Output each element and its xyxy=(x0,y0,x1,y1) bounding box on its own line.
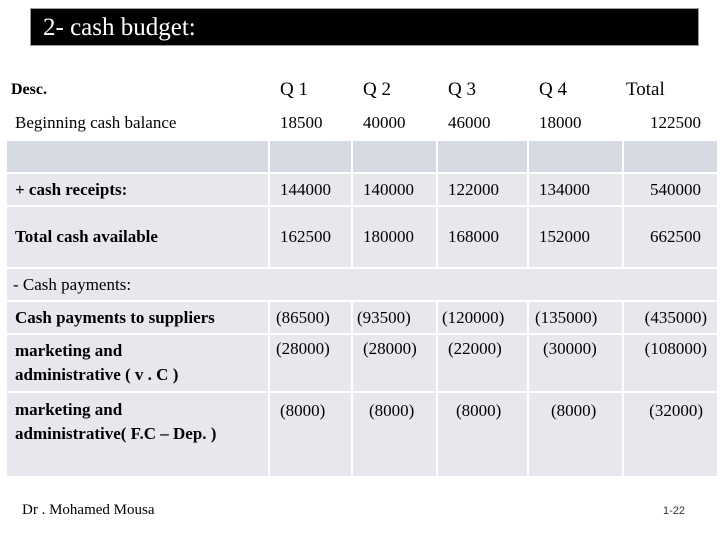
beginning-label: Beginning cash balance xyxy=(5,105,270,141)
receipts-total: 540000 xyxy=(622,172,719,207)
marketing-fc-q2: (8000) xyxy=(351,391,438,478)
payments-heading-row: - Cash payments: xyxy=(5,267,719,302)
marketing-fc-label-line2: administrative( F.C – Dep. ) xyxy=(15,424,217,443)
header-q1: Q 1 xyxy=(268,72,353,107)
marketing-vc-label-line1: marketing and xyxy=(15,341,123,360)
receipts-q3: 122000 xyxy=(436,172,529,207)
available-total: 662500 xyxy=(622,205,719,269)
beginning-q2: 40000 xyxy=(351,105,438,141)
header-total: Total xyxy=(622,72,719,107)
header-q4: Q 4 xyxy=(527,72,624,107)
suppliers-label: Cash payments to suppliers xyxy=(5,300,270,335)
receipts-q1: 144000 xyxy=(268,172,353,207)
slide-title-bar: 2- cash budget: xyxy=(30,8,699,46)
header-desc: Desc. xyxy=(5,72,270,107)
marketing-fc-q4: (8000) xyxy=(527,391,624,478)
cash-budget-table: Desc. Q 1 Q 2 Q 3 Q 4 Total Beginning ca… xyxy=(5,72,719,478)
receipts-label: + cash receipts: xyxy=(5,172,270,207)
marketing-fc-label-line1: marketing and xyxy=(15,400,123,419)
table-row-suppliers: Cash payments to suppliers (86500) (9350… xyxy=(5,300,719,335)
available-q4: 152000 xyxy=(527,205,624,269)
beginning-q4: 18000 xyxy=(527,105,624,141)
marketing-vc-q4: (30000) xyxy=(527,333,624,393)
table-row-marketing-fc: marketing and administrative( F.C – Dep.… xyxy=(5,391,719,478)
table-row-receipts: + cash receipts: 144000 140000 122000 13… xyxy=(5,172,719,207)
header-q2: Q 2 xyxy=(351,72,438,107)
header-q3: Q 3 xyxy=(436,72,529,107)
table-row-blank xyxy=(5,139,719,174)
suppliers-total: (435000) xyxy=(622,300,719,335)
marketing-vc-label: marketing and administrative ( v . C ) xyxy=(5,333,270,393)
footer-author: Dr . Mohamed Mousa xyxy=(22,502,155,518)
receipts-q4: 134000 xyxy=(527,172,624,207)
table-header-row: Desc. Q 1 Q 2 Q 3 Q 4 Total xyxy=(5,72,719,107)
marketing-vc-q1: (28000) xyxy=(268,333,353,393)
marketing-vc-total: (108000) xyxy=(622,333,719,393)
footer-page-number: 1-22 xyxy=(663,505,686,517)
beginning-q3: 46000 xyxy=(436,105,529,141)
available-q2: 180000 xyxy=(351,205,438,269)
marketing-fc-total: (32000) xyxy=(622,391,719,478)
marketing-fc-label: marketing and administrative( F.C – Dep.… xyxy=(5,391,270,478)
payments-heading: - Cash payments: xyxy=(5,267,719,302)
marketing-vc-q3: (22000) xyxy=(436,333,529,393)
table-row-available: Total cash available 162500 180000 16800… xyxy=(5,205,719,269)
available-q1: 162500 xyxy=(268,205,353,269)
marketing-vc-label-line2: administrative ( v . C ) xyxy=(15,365,179,384)
beginning-total: 122500 xyxy=(622,105,719,141)
slide-title: 2- cash budget: xyxy=(43,14,196,41)
table-row-beginning: Beginning cash balance 18500 40000 46000… xyxy=(5,105,719,141)
suppliers-q3: (120000) xyxy=(436,300,529,335)
marketing-fc-q3: (8000) xyxy=(436,391,529,478)
available-q3: 168000 xyxy=(436,205,529,269)
receipts-q2: 140000 xyxy=(351,172,438,207)
marketing-fc-q1: (8000) xyxy=(268,391,353,478)
suppliers-q2: (93500) xyxy=(351,300,438,335)
suppliers-q4: (135000) xyxy=(527,300,624,335)
table-row-marketing-vc: marketing and administrative ( v . C ) (… xyxy=(5,333,719,393)
suppliers-q1: (86500) xyxy=(268,300,353,335)
available-label: Total cash available xyxy=(5,205,270,269)
marketing-vc-q2: (28000) xyxy=(351,333,438,393)
beginning-q1: 18500 xyxy=(268,105,353,141)
